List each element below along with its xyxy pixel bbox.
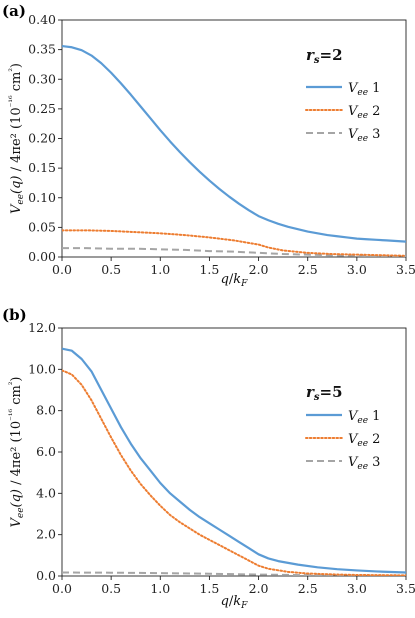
y-tick-label: 0.15 [28, 160, 56, 175]
y-tick-label: 0.05 [28, 219, 56, 234]
y-tick-label: 10.0 [28, 361, 56, 376]
x-tick-label: 0.0 [52, 581, 72, 596]
legend-label: Vee 1 [348, 81, 380, 98]
y-tick-label: 6.0 [36, 444, 56, 459]
y-tick-label: 2.0 [36, 527, 56, 542]
y-tick-label: 0.40 [28, 12, 56, 27]
x-tick-label: 1.0 [150, 262, 170, 277]
y-tick-label: 0.0 [36, 568, 56, 583]
x-tick-label: 2.5 [298, 262, 318, 277]
y-tick-label: 4.0 [36, 485, 56, 500]
y-tick-label: 8.0 [36, 403, 56, 418]
x-tick-label: 0.5 [101, 581, 121, 596]
y-tick-label: 0.30 [28, 71, 56, 86]
x-tick-label: 0.0 [52, 262, 72, 277]
y-tick-label: 0.10 [28, 190, 56, 205]
chart-panel-a: (a) 0.00 0.05 0.10 0.15 0.20 0.25 0.30 0.35 0.40 0… [2, 2, 415, 289]
legend-label: Vee 2 [348, 432, 380, 449]
y-tick-label: 0.20 [28, 131, 56, 146]
y-tick-label: 0.35 [28, 42, 56, 57]
x-tick-label: 3.5 [396, 581, 415, 596]
panel-label: (b) [2, 306, 27, 324]
legend-label: Vee 1 [348, 409, 380, 426]
x-tick-label: 1.5 [199, 581, 219, 596]
x-tick-label: 2.0 [249, 581, 269, 596]
series-line-v-ee-3 [62, 247, 406, 257]
series-line-v-ee-1 [62, 44, 406, 243]
x-axis-label: q/kF [221, 594, 249, 611]
chart-panel-b: (b) 0.0 2.0 4.0 6.0 8.0 10.0 12.0 0.0 0.5 1.0 1.5 2.… [2, 306, 415, 611]
x-tick-label: 0.5 [101, 262, 121, 277]
x-tick-label: 2.0 [249, 262, 269, 277]
series-line-v-ee-2 [62, 369, 406, 576]
panel-label: (a) [2, 2, 26, 20]
x-axis-label: q/kF [221, 272, 249, 289]
series-line-v-ee-1 [62, 347, 406, 574]
x-tick-label: 1.5 [199, 262, 219, 277]
x-tick-label: 3.5 [396, 262, 415, 277]
y-tick-label: 0.00 [28, 249, 56, 264]
legend-label: Vee 3 [348, 455, 380, 472]
y-tick-label: 0.25 [28, 101, 56, 116]
x-tick-label: 3.0 [347, 581, 367, 596]
rs-annotation: rs=2 [306, 46, 343, 66]
legend-label: Vee 2 [348, 104, 380, 121]
series-line-v-ee-2 [62, 229, 406, 257]
x-tick-label: 2.5 [298, 581, 318, 596]
y-tick-label: 12.0 [28, 320, 56, 335]
rs-annotation: rs=5 [306, 383, 343, 403]
y-axis-label: Vee(q) / 4πe² (10⁻¹⁶ cm²) [8, 63, 26, 214]
y-axis-label: Vee(q) / 4πe² (10⁻¹⁶ cm²) [8, 376, 26, 527]
x-tick-label: 3.0 [347, 262, 367, 277]
legend-label: Vee 3 [348, 127, 380, 144]
x-tick-label: 1.0 [150, 581, 170, 596]
